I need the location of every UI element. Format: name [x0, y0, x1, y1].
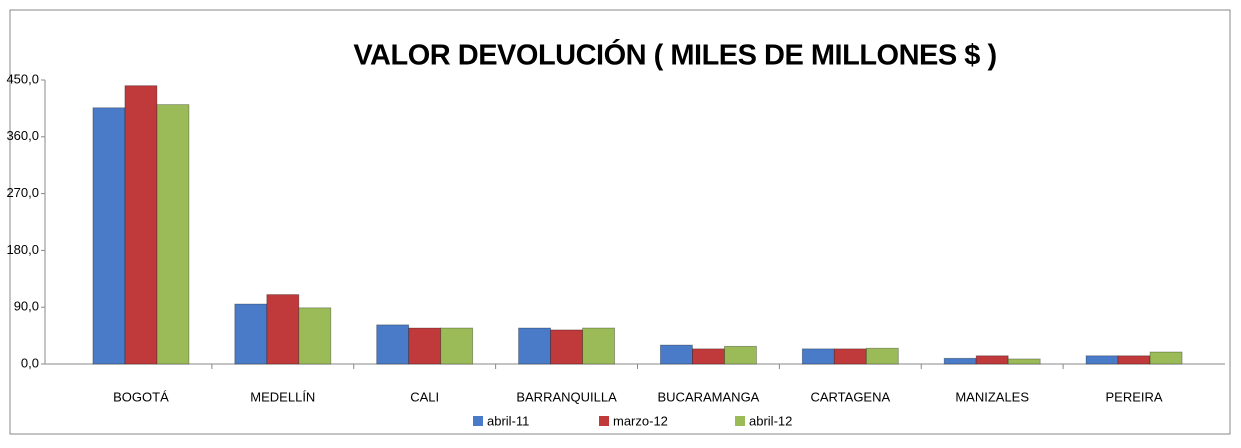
- x-tick-label: BOGOTÁ: [113, 389, 169, 404]
- chart-title: VALOR DEVOLUCIÓN ( MILES DE MILLONES $ ): [353, 38, 996, 72]
- bar: [975, 355, 1009, 365]
- y-tick-label: 450,0: [6, 71, 39, 86]
- bar: [1149, 351, 1183, 365]
- y-tick-label: 180,0: [6, 242, 39, 257]
- bar: [518, 327, 551, 365]
- bar: [124, 85, 158, 365]
- bar: [550, 329, 583, 365]
- bar: [1117, 355, 1151, 365]
- bar: [298, 307, 332, 365]
- legend-swatch: [599, 416, 609, 426]
- bar: [234, 303, 268, 365]
- bar: [692, 348, 725, 365]
- bar: [266, 294, 300, 365]
- bar: [865, 347, 899, 365]
- legend-swatch: [735, 416, 745, 426]
- x-tick-label: PEREIRA: [1106, 389, 1163, 404]
- bar: [408, 327, 442, 365]
- bar: [1085, 355, 1119, 365]
- x-tick-label: CARTAGENA: [810, 389, 890, 404]
- legend-label: marzo-12: [613, 413, 668, 428]
- chart-frame: [9, 9, 1231, 435]
- y-tick-label: 90,0: [14, 299, 39, 314]
- bar: [92, 107, 126, 365]
- legend-swatch: [473, 416, 483, 426]
- bar: [801, 348, 835, 365]
- legend-label: abril-11: [487, 413, 529, 428]
- x-tick-label: MANIZALES: [955, 389, 1029, 404]
- bar: [1007, 358, 1041, 365]
- x-tick-label: MEDELLÍN: [250, 389, 315, 404]
- bar: [156, 104, 190, 365]
- y-tick-label: 360,0: [6, 128, 39, 143]
- bar: [440, 327, 474, 365]
- y-tick-label: 0,0: [21, 355, 39, 370]
- x-tick-label: BARRANQUILLA: [516, 389, 617, 404]
- y-tick-label: 270,0: [6, 185, 39, 200]
- bar: [943, 357, 977, 365]
- bar: [376, 324, 410, 365]
- bar: [660, 344, 693, 365]
- x-tick-label: CALI: [410, 389, 439, 404]
- bar: [833, 348, 867, 365]
- x-tick-label: BUCARAMANGA: [658, 389, 760, 404]
- bar: [724, 345, 757, 365]
- legend-label: abril-12: [749, 413, 792, 428]
- bar: [582, 327, 615, 365]
